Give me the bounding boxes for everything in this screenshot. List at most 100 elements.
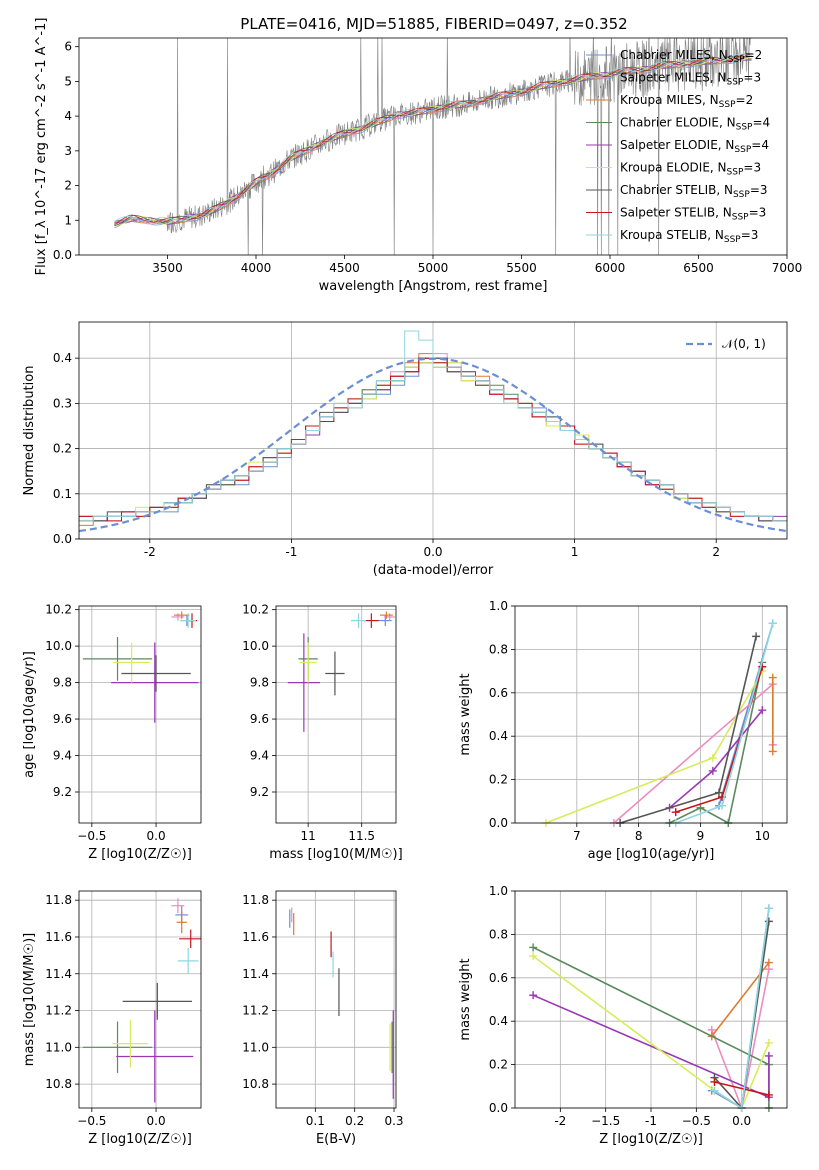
ebv-mass-panel: 0.1 0.2 0.3 10.8 11.0 11.2 11.4 11.6 11.8 E(B-V) [242, 890, 404, 1147]
y-tick-label: 0.0 [53, 248, 72, 262]
x-tick-label: 0.2 [345, 1114, 364, 1128]
weight-marker [671, 808, 680, 817]
y-tick-label: 11.6 [45, 930, 72, 944]
weight-marker [708, 753, 717, 762]
weight-marker [696, 803, 705, 812]
weight-marker [764, 1038, 773, 1047]
x-tick-label: -2 [144, 545, 156, 559]
x-axis-label: Z [log10(Z/Z☉)] [88, 847, 192, 862]
y-tick-label: 1.0 [489, 884, 508, 898]
weight-marker [710, 1077, 719, 1086]
legend-entry: Salpeter STELIB, NSSP=3 [620, 206, 766, 223]
x-tick-label: 0.1 [306, 1114, 325, 1128]
y-tick-label: 1 [64, 213, 72, 227]
x-tick-label: 11 [301, 829, 316, 843]
axes-frame [78, 37, 788, 256]
x-tick-label: 4500 [329, 261, 360, 275]
x-tick-label: 10 [755, 829, 770, 843]
x-tick-label: -2 [554, 1114, 566, 1128]
y-tick-label: 0.8 [489, 642, 508, 656]
y-tick-label: 0.2 [489, 773, 508, 787]
weight-marker [752, 632, 761, 641]
x-tick-label: 6500 [683, 261, 714, 275]
x-tick-label: 3500 [152, 261, 183, 275]
x-tick-label: −0.5 [77, 829, 106, 843]
weight-series-line [710, 968, 770, 1108]
y-tick-label: 0.0 [489, 1101, 508, 1115]
y-tick-label: 10.0 [242, 639, 269, 653]
y-tick-label: 4 [64, 109, 72, 123]
legend-entry: Chabrier MILES, NSSP=2 [620, 48, 762, 65]
y-tick-label: 9.6 [53, 712, 72, 726]
grid [79, 606, 201, 823]
legend-entry: 𝒩(0, 1) [722, 337, 766, 351]
gaussian-curve [79, 357, 787, 533]
model-line [114, 55, 752, 226]
y-tick-label: 0.0 [53, 532, 72, 546]
x-tick-label: 0.3 [384, 1114, 403, 1128]
weight-series-line [713, 921, 770, 1108]
x-axis-label: age [log10(age/yr)] [588, 847, 715, 862]
legend-entry: Kroupa ELODIE, NSSP=3 [620, 161, 761, 178]
y-tick-label: 5 [64, 74, 72, 88]
y-tick-label: 11.4 [242, 967, 269, 981]
x-axis-label: mass [log10(M/M☉)] [269, 847, 402, 862]
weight-marker [715, 788, 723, 797]
y-axis-label: age [log10(age/yr)] [22, 651, 37, 778]
axes-frame [78, 321, 788, 540]
histogram-series [79, 330, 787, 539]
weight-marker [710, 1086, 719, 1095]
y-tick-label: 0.0 [489, 816, 508, 830]
y-axis-label: mass [log10(M/M☉)] [22, 933, 37, 1066]
x-axis-label: Z [log10(Z/Z☉)] [599, 1132, 703, 1147]
panels: 3500 4000 4500 5000 5500 6000 6500 7000 0.0 1 2 3 4 5… [22, 18, 802, 1147]
y-tick-label: 0.4 [53, 351, 72, 365]
y-tick-label: 11.2 [242, 1004, 269, 1018]
x-tick-label: 5500 [506, 261, 537, 275]
weight-marker [768, 619, 777, 628]
y-tick-label: 0.2 [489, 1058, 508, 1072]
y-tick-label: 11.8 [45, 893, 72, 907]
y-tick-label: 9.2 [53, 785, 72, 799]
x-tick-label: −1.5 [591, 1114, 620, 1128]
y-tick-label: 10.8 [45, 1077, 72, 1091]
legend-entry: Salpeter ELODIE, NSSP=4 [620, 138, 769, 155]
grid [276, 606, 396, 823]
weight-series-line [613, 682, 774, 823]
y-tick-label: 9.4 [53, 749, 72, 763]
y-tick-label: 1.0 [489, 599, 508, 613]
x-tick-label: 6000 [595, 261, 626, 275]
x-tick-label: 7000 [772, 261, 803, 275]
z-weight-panel: -2 −1.5 -1 −0.5 0.0 0.0 0.2 0.4 0.6 0.8 1.0 Z [log1… [458, 884, 788, 1147]
y-axis-label: mass weight [458, 958, 473, 1040]
y-tick-label: 10.0 [45, 639, 72, 653]
y-tick-label: 0.4 [489, 729, 508, 743]
mass-age-panel: 11 11.5 9.2 9.4 9.6 9.8 10.0 10.2 mass [log10(M/… [242, 603, 402, 862]
y-axis-label: Normed distribution [22, 366, 37, 496]
y-tick-label: 3 [64, 144, 72, 158]
grid [276, 891, 396, 1108]
y-tick-label: 9.4 [250, 749, 269, 763]
weight-series-line [714, 1081, 770, 1096]
y-tick-label: 0.2 [53, 442, 72, 456]
weight-series-line [714, 908, 770, 1108]
x-tick-label: -1 [645, 1114, 657, 1128]
weight-marker [529, 943, 538, 952]
y-tick-label: 11.0 [45, 1040, 72, 1054]
spectrum-panel: 3500 4000 4500 5000 5500 6000 6500 7000 0.0 1 2 3 4 5… [34, 18, 802, 294]
legend-entry: Salpeter MILES, NSSP=3 [620, 71, 761, 88]
x-tick-label: 1 [571, 545, 579, 559]
y-axis-label: Flux [f_λ 10^-17 erg cm^-2 s^-1 A^-1] [34, 18, 49, 276]
weight-series-line [669, 662, 764, 823]
weight-series-line [711, 908, 770, 1108]
x-axis-label: (data-model)/error [373, 563, 494, 578]
weight-marker [764, 917, 773, 926]
weight-marker [529, 952, 538, 961]
weight-marker [764, 1051, 773, 1060]
y-tick-label: 0.1 [53, 487, 72, 501]
spectrum-data-line [114, 38, 751, 255]
y-tick-label: 9.8 [53, 676, 72, 690]
y-tick-label: 11.4 [45, 967, 72, 981]
residuals-panel: -2 -1 0.0 1 2 0.0 0.1 0.2 0.3 0.4 (data-model)/err… [22, 321, 788, 578]
